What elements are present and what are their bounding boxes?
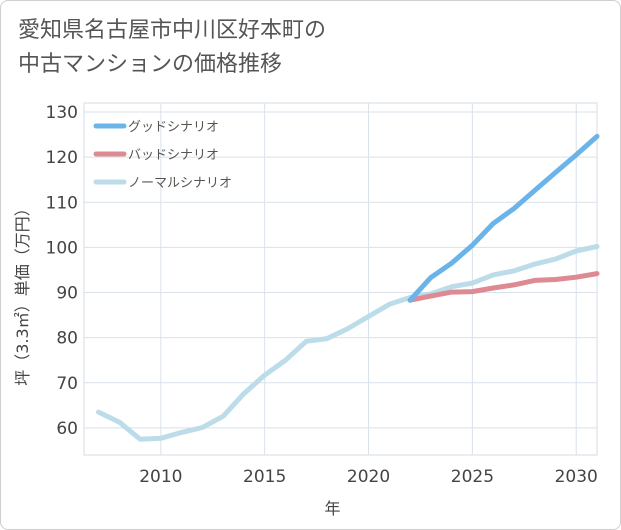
y-tick-label: 70 bbox=[56, 374, 78, 394]
y-axis-label: 坪（3.3㎡）単価（万円） bbox=[13, 200, 32, 385]
chart-title: 愛知県名古屋市中川区好本町の 中古マンションの価格推移 bbox=[18, 14, 326, 82]
grid bbox=[83, 102, 598, 456]
x-tick-label: 2025 bbox=[451, 467, 494, 487]
title-line-2: 中古マンションの価格推移 bbox=[18, 52, 283, 77]
axis-layer: 60 70 80 90 100 110 120 130 2010 2015 2020 2025 2030 bbox=[46, 103, 598, 487]
y-tick-label: 80 bbox=[56, 329, 78, 349]
y-tick-label: 120 bbox=[46, 148, 78, 168]
legend-label-0: グッドシナリオ bbox=[128, 120, 219, 135]
x-tick-label: 2030 bbox=[555, 467, 598, 487]
series-line-0 bbox=[407, 133, 600, 303]
x-axis-label: 年 bbox=[324, 499, 340, 518]
series-line-2 bbox=[96, 244, 600, 442]
series-layer bbox=[96, 133, 600, 442]
title-line-1: 愛知県名古屋市中川区好本町の bbox=[18, 18, 327, 43]
x-tick-label: 2015 bbox=[243, 467, 286, 487]
legend-label-2: ノーマルシナリオ bbox=[128, 176, 232, 191]
y-tick-label: 110 bbox=[46, 193, 78, 213]
y-tick-label: 60 bbox=[56, 419, 78, 439]
legend-label-1: バッドシナリオ bbox=[128, 148, 219, 163]
series-line-1 bbox=[407, 271, 600, 303]
x-tick-label: 2010 bbox=[139, 467, 182, 487]
plot-border bbox=[83, 102, 598, 456]
y-tick-label: 90 bbox=[56, 284, 78, 304]
y-tick-label: 130 bbox=[46, 103, 78, 123]
y-tick-label: 100 bbox=[46, 238, 78, 258]
x-tick-label: 2020 bbox=[347, 467, 390, 487]
